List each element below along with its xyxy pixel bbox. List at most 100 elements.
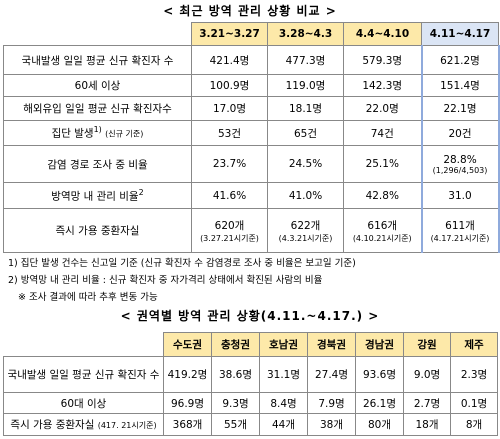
row: 국내발생 일일 평균 신규 확진자 수 421.4명 477.3명 579.3명 621… [3, 45, 500, 75]
value-cell: 22.1명 [420, 96, 500, 121]
value-cell: 41.6% [191, 182, 268, 209]
label-text: 해외유입 일일 평균 신규 확진자수 [23, 103, 172, 115]
column-header: 4.4~4.10 [343, 22, 422, 46]
value-cell: 38개 [307, 413, 356, 436]
value: 477.3명 [285, 54, 326, 67]
value: 20건 [448, 127, 472, 140]
value: 17.0명 [212, 103, 247, 115]
value-sub: (1,296/4,503) [432, 165, 488, 175]
row: 60세 이상 100.9명 119.0명 142.3명 151.4명 [3, 74, 500, 97]
value-sub: (4.10.21시기준) [352, 233, 412, 243]
value: 65건 [293, 127, 318, 140]
column-header: 강원 [403, 332, 451, 357]
label-text: 60대 이상 [60, 397, 107, 410]
footnote-mark: 2 [138, 187, 144, 197]
value-cell: 22.0명 [343, 96, 422, 121]
value-cell: 80개 [355, 413, 404, 436]
value: 151.4명 [440, 80, 480, 92]
value-cell: 74건 [343, 120, 422, 146]
title: < 권역별 방역 관리 상황(4.11.~4.17.) > [120, 309, 380, 323]
value: 7.9명 [318, 397, 345, 410]
notes: 1) 집단 발생 건수는 신고일 기준 (신규 확진자 수 감염경로 조사 중 … [8, 255, 356, 306]
note: 2) 방역망 내 관리 비율 : 신규 확진자 중 자가격리 상태에서 확진된 … [8, 275, 323, 286]
value: 18.1명 [288, 103, 323, 115]
value: 24.5% [288, 158, 323, 170]
header-row: 3.21~3.27 3.28~4.3 4.4~4.10 4.11~4.17 [4, 22, 499, 46]
value: 9.3명 [222, 397, 249, 410]
row: 즉시 가용 중환자실 (417. 21시기준) 368개 55개 44개 38개 80개 1… [3, 413, 498, 436]
value: 142.3명 [362, 80, 403, 92]
value: 419.2명 [167, 369, 208, 381]
footnote-mark: 1) [93, 125, 102, 135]
row: 국내발생 일일 평균 신규 확진자 수 419.2명 38.6명 31.1명 27.4명… [3, 356, 498, 393]
value-cell: 31.1명 [259, 356, 308, 393]
value-sub: (3.27.21시기준) [200, 233, 259, 243]
value: 22.1명 [443, 103, 477, 115]
value: 55개 [223, 419, 248, 431]
label-text: 집단 발생 [51, 127, 94, 140]
value: 368개 [172, 419, 203, 431]
value-cell: 7.9명 [307, 392, 356, 414]
value-cell: 44개 [259, 413, 308, 436]
value: 621.2명 [440, 54, 480, 67]
value-cell: 620개 (3.27.21시기준) [191, 208, 268, 253]
value: 22.0명 [365, 103, 399, 115]
row-label: 60대 이상 [3, 392, 164, 414]
value-cell: 8개 [450, 413, 498, 436]
value-sub: (4.3.21시기준) [278, 233, 333, 243]
row-label: 국내발생 일일 평균 신규 확진자 수 [3, 356, 164, 393]
note: ※ 조사 결과에 따라 추후 변동 가능 [18, 292, 158, 303]
value-cell: 18.1명 [267, 96, 344, 121]
value: 25.1% [365, 158, 399, 170]
value-cell: 2.3명 [450, 356, 498, 393]
value-cell: 622개 (4.3.21시기준) [267, 208, 344, 253]
value: 579.3명 [362, 54, 403, 67]
value: 622개 [290, 219, 321, 232]
value: 8.4명 [270, 397, 297, 410]
row: 집단 발생1) (신규 기준) 53건 65건 74건 20건 [3, 120, 500, 146]
column-header: 제주 [450, 332, 498, 357]
value-cell: 0.1명 [450, 392, 498, 414]
value-cell: 31.0 [420, 182, 500, 209]
value: 2.7명 [413, 397, 441, 410]
value: 74건 [370, 127, 394, 140]
value-cell: 27.4명 [307, 356, 356, 393]
value: 96.9명 [170, 397, 205, 410]
value: 611개 [445, 219, 475, 232]
label-text: 국내발생 일일 평균 신규 확진자 수 [7, 369, 160, 381]
column-header: 3.21~3.27 [191, 22, 268, 46]
label-text: 60세 이상 [74, 80, 121, 92]
label-text: 방역망 내 관리 비율 [51, 190, 139, 203]
row-label: 즉시 가용 중환자실 [3, 208, 192, 253]
value: 2.3명 [460, 369, 488, 381]
row: 방역망 내 관리 비율2 41.6% 41.0% 42.8% 31.0 [3, 182, 500, 209]
note: 1) 집단 발생 건수는 신고일 기준 (신규 확진자 수 감염경로 조사 중 … [8, 258, 356, 269]
value: 100.9명 [209, 80, 250, 92]
value: 26.1명 [362, 397, 397, 410]
row-label: 60세 이상 [3, 74, 192, 97]
column-header: 경남권 [355, 332, 404, 357]
value: 42.8% [365, 189, 399, 202]
column-header: 4.11~4.17 [421, 22, 499, 46]
label-text: 즉시 가용 중환자실 [10, 419, 95, 431]
row: 60대 이상 96.9명 9.3명 8.4명 7.9명 26.1명 2.7명 0.1명 [3, 392, 498, 414]
label-text: 국내발생 일일 평균 신규 확진자 수 [21, 54, 174, 67]
comparison-table: 3.21~3.27 3.28~4.3 4.4~4.10 4.11~4.17 국내발생 일… [3, 22, 500, 253]
row-label: 집단 발생1) (신규 기준) [3, 120, 192, 146]
value: 421.4명 [209, 54, 250, 67]
value: 80개 [367, 419, 392, 431]
value-cell: 96.9명 [163, 392, 212, 414]
value: 38.6명 [218, 369, 253, 381]
value-cell: 9.3명 [211, 392, 260, 414]
row-label: 감염 경로 조사 중 비율 [3, 145, 192, 183]
value-cell: 38.6명 [211, 356, 260, 393]
value: 620개 [214, 219, 245, 232]
value-cell: 611개 (4.17.21시기준) [420, 208, 500, 253]
row-label: 해외유입 일일 평균 신규 확진자수 [3, 96, 192, 121]
value-cell: 419.2명 [163, 356, 212, 393]
value-cell: 18개 [403, 413, 451, 436]
value-sub: (4.17.21시기준) [430, 233, 490, 243]
value: 41.0% [288, 189, 323, 202]
value: 119.0명 [285, 80, 326, 92]
